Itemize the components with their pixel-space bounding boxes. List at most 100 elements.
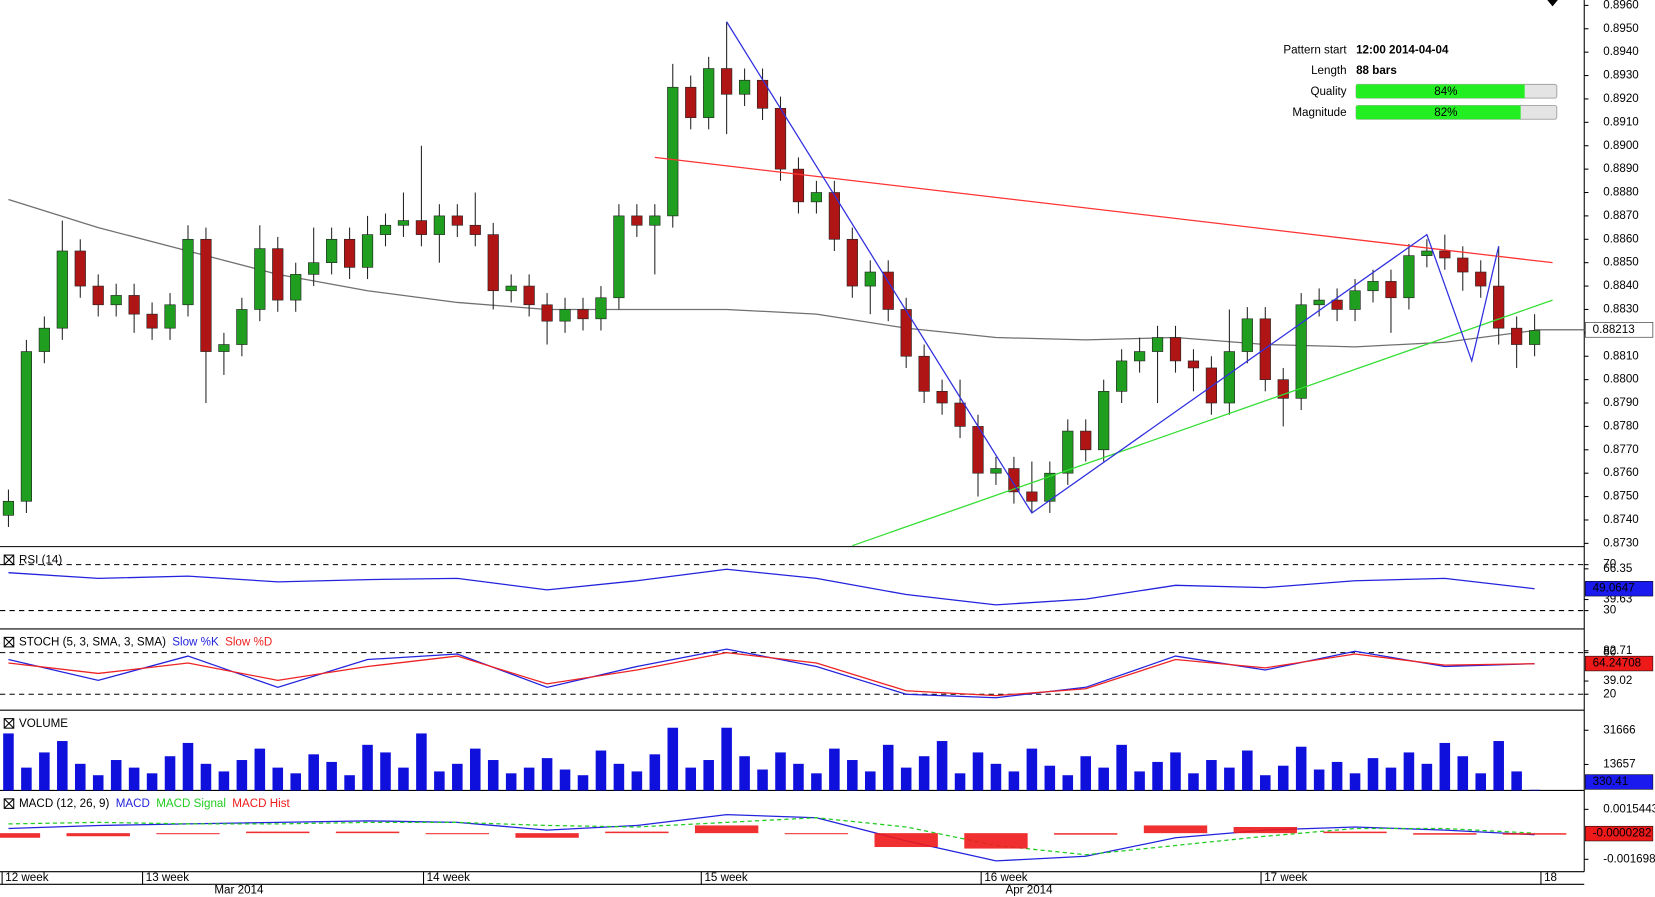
panel-header: STOCH (5, 3, SMA, 3, SMA) Slow %K Slow %D	[3, 636, 272, 649]
volume-bar	[577, 775, 589, 791]
volume-bar	[1475, 773, 1487, 791]
volume-bar	[811, 773, 822, 791]
candle-body	[487, 234, 499, 292]
volume-bar	[757, 769, 768, 791]
volume-bar	[829, 748, 840, 791]
volume-bar	[416, 733, 427, 791]
candle-body	[1205, 367, 1218, 404]
candle-body	[900, 309, 912, 357]
volume-bar	[308, 754, 319, 791]
volume-bar	[326, 761, 337, 791]
panel-title: VOLUME	[19, 717, 68, 730]
candle-body	[38, 327, 50, 352]
last-value-tag	[1585, 322, 1654, 338]
indicator-line	[8, 568, 1535, 606]
candle-body	[1331, 299, 1343, 310]
hist-bar	[694, 825, 759, 834]
hist-bar	[964, 833, 1028, 849]
volume-bar	[290, 773, 302, 791]
candle-body	[882, 271, 894, 310]
candle-body	[559, 309, 571, 322]
week-label: 16 week	[984, 871, 1027, 884]
volume-bar	[1457, 756, 1469, 791]
candle-body	[415, 220, 428, 235]
candle-body	[308, 262, 320, 275]
y-tick-label: 0.8760	[1603, 466, 1639, 479]
volume-bar	[487, 760, 499, 791]
candle-body	[1367, 281, 1379, 292]
candle-body	[1187, 360, 1200, 369]
volume-bar	[200, 763, 212, 791]
panel-title-text: VOLUME	[19, 717, 68, 730]
volume-bar	[1259, 775, 1271, 791]
volume-bar	[39, 752, 50, 791]
week-label: 15 week	[704, 871, 747, 884]
volume-bar	[3, 733, 14, 791]
volume-bar	[1116, 744, 1127, 791]
candle-body	[218, 344, 230, 352]
y-tick-label: 20	[1603, 687, 1616, 700]
candle-body	[1439, 250, 1451, 259]
volume-bar	[667, 727, 679, 791]
candle-body	[828, 192, 840, 240]
candle-body	[1133, 351, 1146, 362]
week-label: 14 week	[427, 871, 470, 884]
volume-bar	[1367, 758, 1379, 791]
meter-label: 82%	[1434, 106, 1457, 119]
candle-body	[290, 274, 302, 301]
y-tick-label: 0.8790	[1603, 396, 1639, 409]
candle-body	[74, 250, 86, 287]
y-tick-label: 39.02	[1603, 674, 1632, 687]
y-tick-label: 80	[1603, 646, 1616, 659]
candle-body	[1151, 337, 1164, 352]
candle-body	[1116, 360, 1128, 392]
candle-body	[361, 234, 374, 268]
y-tick-label: 0.8830	[1603, 303, 1639, 316]
candle-body	[1349, 290, 1361, 310]
last-value-tag	[1585, 581, 1654, 597]
panel-title-text: MACD (12, 26, 9)	[19, 797, 109, 810]
last-value-label: 0.88213	[1593, 323, 1635, 336]
candle-body	[1026, 491, 1038, 502]
candle-body	[595, 297, 607, 320]
panel-title: STOCH (5, 3, SMA, 3, SMA) Slow %K Slow %D	[19, 636, 272, 649]
candle-body	[451, 215, 463, 226]
candle-body	[846, 238, 858, 287]
volume-bar	[1439, 742, 1451, 791]
y-tick-label: 0.8900	[1603, 139, 1639, 152]
candle-body	[864, 271, 876, 287]
volume-bar	[882, 744, 894, 791]
y-tick-label: 66.35	[1603, 562, 1632, 575]
last-value-tag	[1585, 825, 1654, 842]
volume-bar	[649, 754, 661, 791]
volume-bar	[900, 767, 912, 791]
volume-bar	[344, 775, 355, 791]
y-tick-label: 0.0015443	[1603, 802, 1655, 815]
hist-bar	[0, 833, 41, 838]
candle-body	[541, 304, 553, 322]
info-value: 12:00 2014-04-04	[1356, 44, 1449, 57]
candle-body	[1457, 257, 1469, 273]
volume-bar	[92, 775, 104, 791]
last-value-label: 330.41	[1593, 775, 1629, 788]
candle-body	[200, 238, 212, 352]
legend-entry: Slow %K	[172, 636, 219, 649]
toggle-x	[3, 718, 15, 729]
volume-bar	[1493, 741, 1504, 791]
volume-bar	[685, 767, 697, 791]
volume-bar	[1152, 761, 1163, 791]
volume-bar	[1242, 750, 1253, 791]
volume-bar	[1098, 767, 1109, 791]
volume-bar	[218, 771, 230, 791]
y-tick-label: 31666	[1603, 723, 1635, 736]
month-label: Mar 2014	[214, 884, 264, 897]
candle-body	[631, 215, 643, 226]
volume-bar	[631, 771, 643, 791]
hist-bar	[156, 833, 220, 835]
hist-bar	[1054, 833, 1118, 835]
hist-bar	[425, 833, 490, 835]
toggle-x	[3, 798, 15, 809]
week-label: 13 week	[146, 871, 189, 884]
candle-body	[990, 468, 1002, 474]
